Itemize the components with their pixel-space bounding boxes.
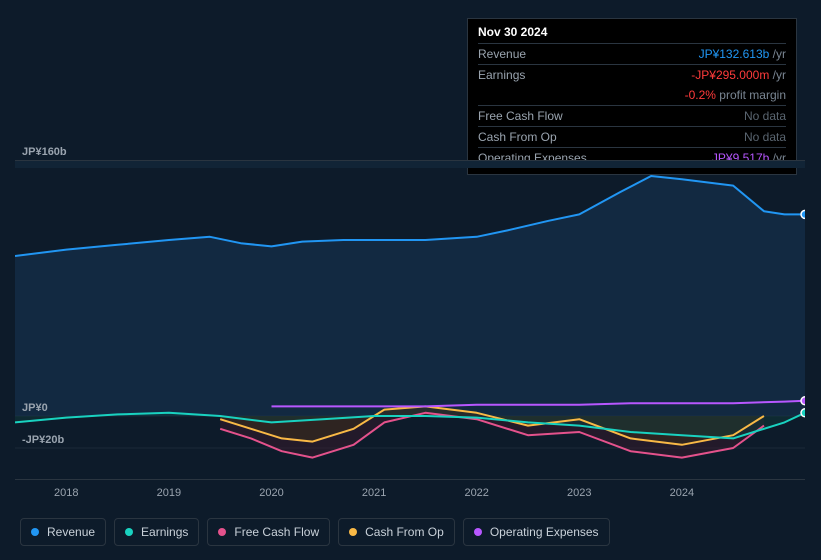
tooltip-value: No data [744, 109, 786, 123]
tooltip-value: -JP¥295.000m /yr [691, 68, 786, 82]
x-axis-label: 2023 [567, 487, 591, 499]
legend-item-cash-from-op[interactable]: Cash From Op [338, 518, 455, 546]
legend-dot-icon [474, 528, 482, 536]
y-axis-label: -JP¥20b [22, 434, 64, 446]
legend-item-earnings[interactable]: Earnings [114, 518, 199, 546]
x-axis-label: 2021 [362, 487, 386, 499]
legend-item-operating-expenses[interactable]: Operating Expenses [463, 518, 610, 546]
y-axis-label: JP¥160b [22, 146, 67, 158]
legend-label: Free Cash Flow [234, 525, 319, 539]
chart-tooltip: Nov 30 2024 Revenue JP¥132.613b /yr Earnin… [467, 18, 797, 175]
legend-item-revenue[interactable]: Revenue [20, 518, 106, 546]
chart-legend: Revenue Earnings Free Cash Flow Cash From O… [20, 518, 610, 546]
legend-dot-icon [349, 528, 357, 536]
x-axis-label: 2022 [464, 487, 488, 499]
tooltip-label: Free Cash Flow [478, 109, 563, 123]
tooltip-label: Earnings [478, 68, 525, 82]
tooltip-value: JP¥132.613b /yr [699, 47, 786, 61]
legend-label: Operating Expenses [490, 525, 599, 539]
y-axis-label: JP¥0 [22, 402, 48, 414]
x-axis-label: 2018 [54, 487, 78, 499]
legend-dot-icon [125, 528, 133, 536]
legend-dot-icon [31, 528, 39, 536]
legend-item-free-cash-flow[interactable]: Free Cash Flow [207, 518, 330, 546]
legend-label: Cash From Op [365, 525, 444, 539]
tooltip-row: Revenue JP¥132.613b /yr [478, 43, 786, 64]
tooltip-subrow: -0.2% profit margin [478, 85, 786, 105]
tooltip-row: Earnings -JP¥295.000m /yr [478, 64, 786, 85]
financials-chart[interactable] [15, 160, 805, 480]
x-axis-label: 2020 [259, 487, 283, 499]
legend-label: Revenue [47, 525, 95, 539]
tooltip-row: Free Cash Flow No data [478, 105, 786, 126]
tooltip-date: Nov 30 2024 [478, 25, 786, 43]
legend-label: Earnings [141, 525, 188, 539]
x-axis-label: 2019 [157, 487, 181, 499]
tooltip-value: No data [744, 130, 786, 144]
tooltip-label: Cash From Op [478, 130, 557, 144]
x-axis-label: 2024 [670, 487, 694, 499]
x-axis: 2018 2019 2020 2021 2022 2023 2024 [15, 483, 805, 503]
tooltip-row: Cash From Op No data [478, 126, 786, 147]
legend-dot-icon [218, 528, 226, 536]
tooltip-label: Revenue [478, 47, 526, 61]
